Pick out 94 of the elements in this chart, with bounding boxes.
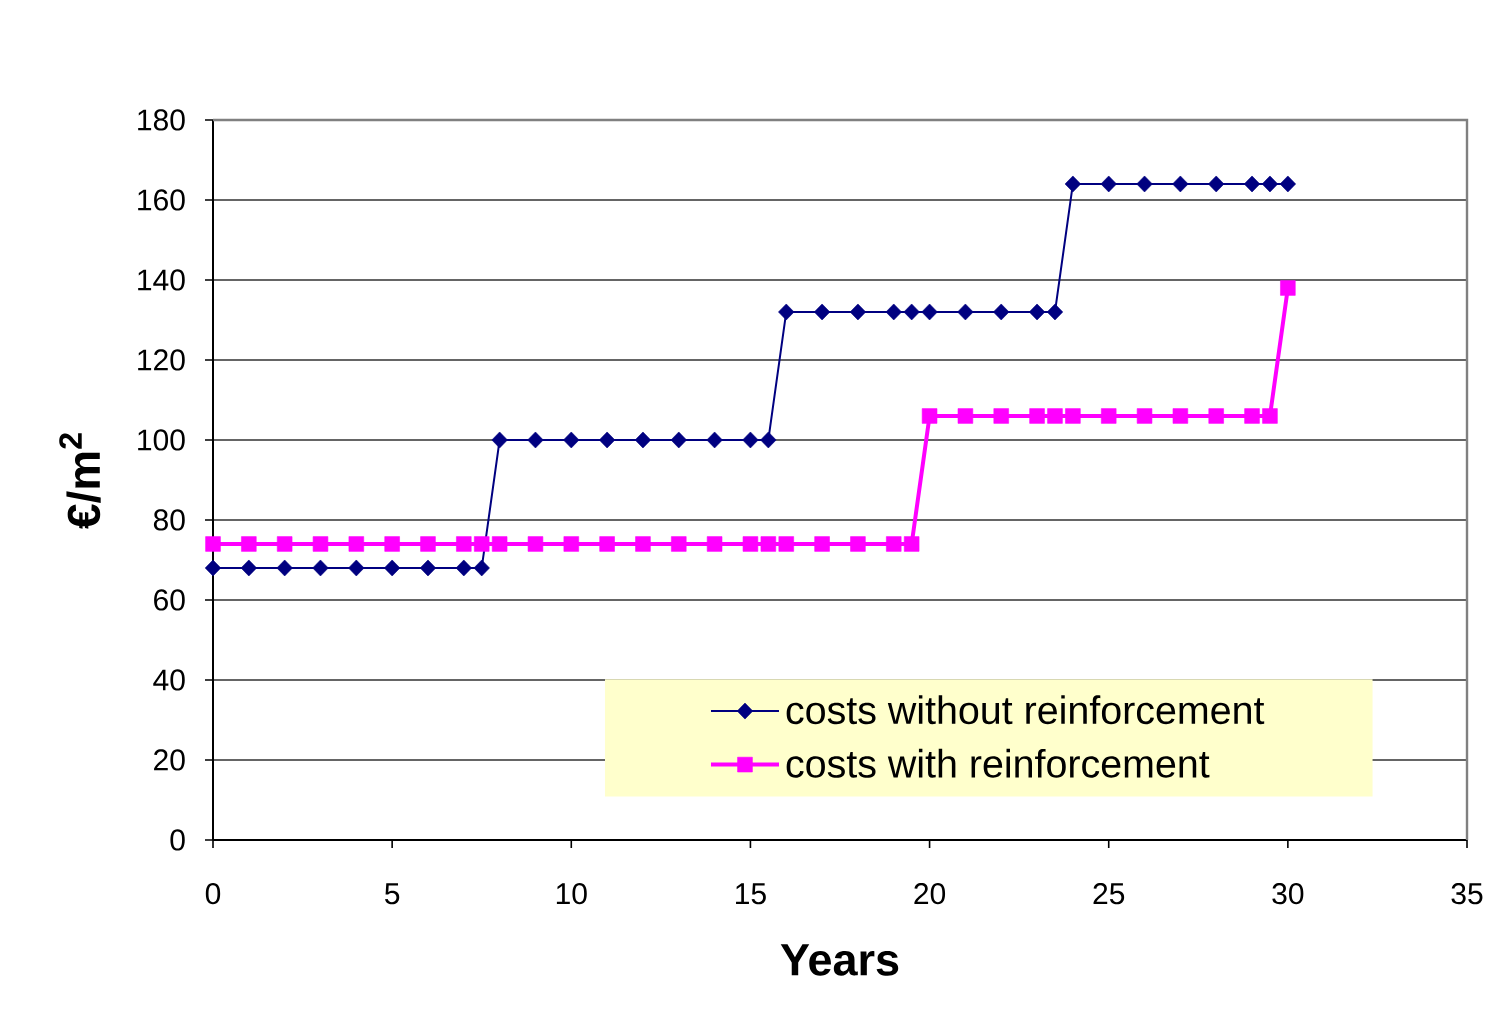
point bbox=[563, 536, 579, 552]
y-tick-label: 100 bbox=[138, 429, 185, 451]
point bbox=[348, 559, 365, 577]
point bbox=[599, 431, 616, 449]
point bbox=[1279, 175, 1296, 193]
point bbox=[670, 431, 687, 449]
point bbox=[1243, 175, 1261, 193]
point bbox=[1172, 175, 1189, 193]
y-tick-label: 160 bbox=[138, 189, 185, 211]
point bbox=[455, 559, 472, 577]
point bbox=[634, 431, 652, 449]
y-tick-label: 60 bbox=[154, 589, 185, 611]
point bbox=[814, 536, 830, 552]
point bbox=[760, 431, 777, 449]
point bbox=[204, 559, 222, 577]
point bbox=[420, 536, 436, 552]
point bbox=[778, 536, 794, 552]
point bbox=[1100, 175, 1117, 193]
point bbox=[849, 303, 867, 321]
point bbox=[384, 559, 401, 577]
point bbox=[903, 536, 920, 552]
point bbox=[1065, 408, 1081, 424]
point bbox=[491, 536, 508, 552]
point bbox=[312, 559, 329, 577]
point bbox=[1046, 303, 1064, 321]
y-tick-label: 20 bbox=[154, 749, 185, 771]
point bbox=[491, 431, 508, 449]
y-axis-title: €/m$^{2}$ bbox=[59, 433, 101, 529]
x-tick-label: 5 bbox=[385, 883, 400, 905]
point bbox=[1208, 408, 1224, 424]
point bbox=[850, 536, 866, 552]
point bbox=[671, 536, 687, 552]
point bbox=[1261, 175, 1279, 193]
point bbox=[1172, 408, 1189, 424]
point bbox=[276, 536, 293, 552]
point bbox=[778, 303, 795, 321]
point bbox=[1136, 408, 1153, 424]
y-tick-label: 0 bbox=[170, 829, 185, 851]
point bbox=[419, 559, 437, 577]
point bbox=[993, 303, 1010, 321]
point bbox=[957, 408, 974, 424]
point bbox=[474, 536, 490, 552]
y-tick-label: 40 bbox=[153, 669, 185, 691]
point bbox=[276, 559, 293, 577]
point bbox=[813, 303, 831, 321]
point bbox=[706, 536, 723, 552]
point bbox=[885, 303, 902, 321]
point bbox=[1101, 408, 1117, 424]
point bbox=[312, 536, 329, 552]
point bbox=[348, 536, 365, 552]
x-axis-title: Years bbox=[780, 944, 899, 976]
x-tick-label: 20 bbox=[914, 883, 946, 905]
point bbox=[241, 536, 257, 552]
y-tick-label: 180 bbox=[138, 109, 185, 131]
point bbox=[886, 536, 902, 552]
point bbox=[473, 559, 490, 577]
point bbox=[1047, 408, 1063, 424]
x-tick-label: 15 bbox=[736, 883, 766, 905]
point bbox=[1280, 280, 1296, 296]
y-tick-label: 140 bbox=[138, 269, 185, 291]
legend-label: costs with reinforcement bbox=[786, 748, 1210, 778]
x-tick-label: 0 bbox=[205, 883, 221, 905]
point bbox=[1136, 175, 1153, 193]
point bbox=[527, 536, 544, 552]
point bbox=[240, 559, 257, 577]
point bbox=[706, 431, 723, 449]
point bbox=[957, 303, 974, 321]
y-tick-label: 80 bbox=[153, 509, 185, 531]
point bbox=[742, 536, 759, 552]
point bbox=[456, 536, 472, 552]
x-tick-label: 25 bbox=[1093, 883, 1125, 905]
point bbox=[1244, 408, 1260, 424]
point bbox=[921, 303, 938, 321]
point bbox=[1208, 175, 1225, 193]
legend-label: costs without reinforcement bbox=[786, 695, 1265, 725]
point bbox=[563, 431, 580, 449]
x-tick-label: 35 bbox=[1451, 883, 1483, 905]
point bbox=[993, 408, 1009, 424]
x-tick-label: 30 bbox=[1272, 883, 1304, 905]
point bbox=[1064, 175, 1081, 193]
point bbox=[760, 536, 777, 552]
point bbox=[921, 408, 938, 424]
point bbox=[1262, 408, 1278, 424]
y-tick-label: 120 bbox=[138, 349, 185, 371]
point bbox=[599, 536, 615, 552]
point bbox=[1028, 303, 1046, 321]
point bbox=[635, 536, 651, 552]
point bbox=[527, 431, 544, 449]
point bbox=[1029, 408, 1045, 424]
point bbox=[205, 536, 221, 552]
point bbox=[742, 431, 759, 449]
point bbox=[903, 303, 920, 321]
point bbox=[384, 536, 400, 552]
x-tick-label: 10 bbox=[556, 883, 587, 905]
